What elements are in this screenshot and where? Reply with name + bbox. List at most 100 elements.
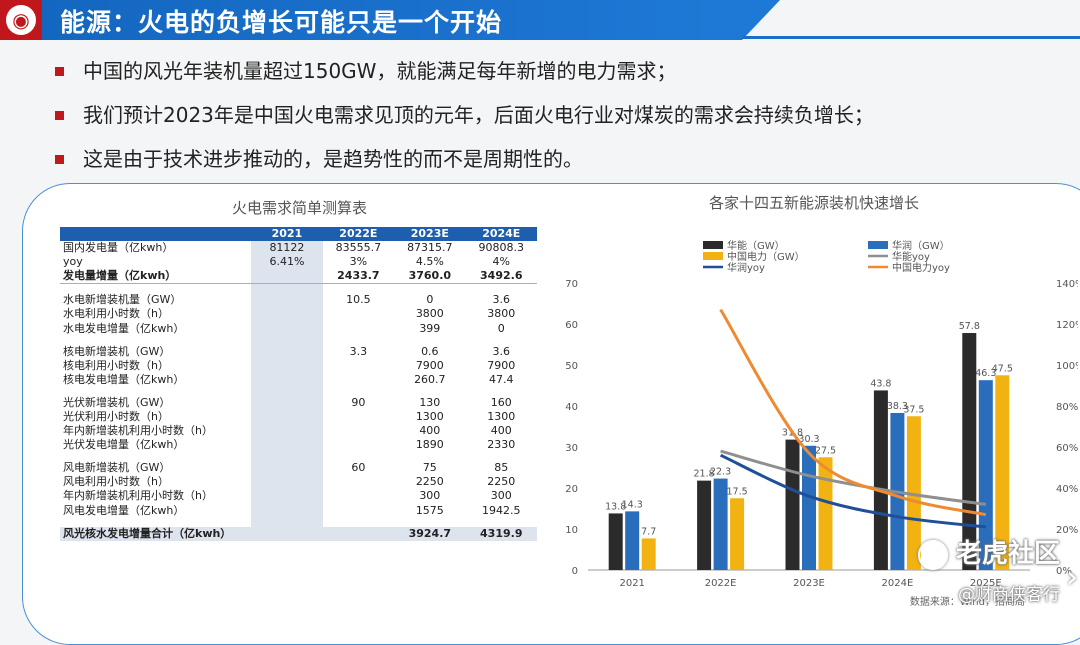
legend-label: 华能（GW） [727, 239, 785, 252]
bar-data-label: 27.5 [815, 445, 836, 456]
table-spacer [60, 283, 537, 294]
y-tick-label: 30 [565, 443, 578, 454]
table-cell: 3.3 [349, 344, 368, 358]
bar [818, 457, 833, 570]
table-cell: 水电发电增量（亿kwh） [63, 321, 185, 335]
table-cell [323, 438, 394, 452]
table-cell: 90808.3 [478, 241, 525, 255]
table-header-cell: 2024E [465, 227, 537, 241]
table-cell [323, 321, 394, 335]
table-spacer-cell [394, 336, 465, 345]
table-cell: 2250 [415, 475, 444, 489]
y2-tick-label: 140% [1056, 279, 1078, 290]
table-row: 核电新增装机（GW） 3.3 0.6 3.6 [60, 344, 537, 359]
table-cell [322, 526, 395, 541]
y2-tick-label: 60% [1056, 443, 1078, 454]
table-spacer-cell [60, 336, 251, 345]
table-header-cell: 2023E [394, 227, 466, 241]
y-tick-label: 50 [565, 361, 578, 372]
table-cell [323, 410, 394, 424]
table-row: 风电新增装机（GW） 60 75 85 [60, 461, 537, 476]
table-spacer-cell [466, 336, 537, 345]
bar-data-label: 17.5 [727, 486, 748, 497]
table-cell [251, 321, 323, 336]
table-spacer-cell [251, 283, 323, 294]
table-cell: 3.6 [492, 293, 511, 307]
table-cell: 260.7 [414, 372, 446, 386]
table-cell: 6.41% [251, 255, 323, 270]
y2-tick-label: 20% [1056, 525, 1078, 536]
table-cell: 10.5 [346, 293, 371, 307]
table-spacer [60, 452, 537, 462]
table-spacer-cell [60, 518, 251, 527]
table-spacer-cell [323, 387, 394, 396]
table-spacer-cell [466, 518, 537, 527]
estimate-table: 2021 2022E 2023E 2024E 国内发电量（亿kwh） 81122 83555… [60, 227, 537, 541]
bar [995, 375, 1010, 570]
table-spacer-cell [323, 284, 394, 294]
bar [730, 498, 745, 570]
table-header-cell: 2021 [251, 227, 323, 241]
y2-tick-label: 80% [1056, 402, 1078, 413]
table-cell: 核电利用小时数（h） [63, 358, 169, 372]
table-spacer-cell [323, 336, 394, 345]
bar-data-label: 37.5 [903, 404, 924, 415]
table-header-cell: 2022E [322, 227, 395, 241]
table-cell [323, 504, 394, 518]
table-header-row: 2021 2022E 2023E 2024E [60, 227, 537, 241]
table-spacer-cell [466, 284, 537, 294]
table-spacer-cell [466, 452, 537, 461]
table-cell: 87315.7 [407, 241, 453, 255]
bar-data-label: 57.8 [959, 321, 980, 332]
table-cell: 4319.9 [465, 526, 537, 541]
table-cell: 年内新增装机利用小时数（h） [63, 424, 213, 438]
y-tick-label: 20 [565, 484, 578, 495]
x-tick-label: 2022E [705, 578, 737, 589]
table-cell: 399 [419, 321, 441, 335]
table-cell: 300 [490, 489, 512, 503]
bullet-item: 这是由于技术进步推动的，是趋势性的而不是周期性的。 [55, 140, 874, 184]
table-cell: 发电量增量（亿kwh） [60, 269, 252, 285]
table-cell: 3.6 [492, 344, 511, 358]
y-tick-label: 70 [565, 279, 578, 290]
table-spacer [60, 386, 537, 396]
bar [625, 511, 640, 570]
bar-data-label: 21.8 [694, 469, 715, 480]
table-row: 水电发电增量（亿kwh） 399 0 [60, 321, 537, 336]
watermark-brand: 老虎社区 [917, 533, 1060, 570]
table-cell [323, 489, 394, 503]
chevron-right-icon[interactable]: › [1066, 560, 1078, 595]
bar [713, 478, 728, 570]
table-cell [251, 307, 323, 322]
y2-tick-label: 0% [1056, 566, 1072, 577]
table-spacer-cell [60, 452, 251, 461]
bar-data-label: 14.3 [622, 499, 643, 510]
table-cell: 130 [419, 395, 441, 409]
table-cell [323, 307, 394, 321]
table-cell [251, 503, 323, 518]
table-cell: 3492.6 [465, 269, 537, 285]
table-cell [251, 409, 323, 425]
table-cell [323, 373, 394, 387]
table-cell: 0 [497, 321, 505, 335]
table-cell: 核电发电增量（亿kwh） [63, 372, 185, 386]
x-tick-label: 2021 [619, 578, 644, 589]
table-cell [251, 395, 323, 410]
bar-data-label: 43.8 [870, 378, 891, 389]
table-cell [251, 358, 323, 373]
table-cell: 4.5% [415, 255, 444, 269]
table-row: 水电利用小时数（h） 3800 3800 [60, 307, 537, 322]
table-cell [251, 424, 323, 439]
y-tick-label: 0 [572, 566, 578, 577]
bar [802, 445, 816, 570]
table-cell: 47.4 [489, 372, 514, 386]
table-cell: 81122 [251, 241, 323, 256]
page-title: 能源：火电的负增长可能只是一个开始 [60, 8, 503, 37]
table-cell: 1300 [415, 409, 444, 423]
table-cell: 3760.0 [394, 269, 466, 285]
legend-swatch [868, 241, 888, 249]
bullet-text: 这是由于技术进步推动的，是趋势性的而不是周期性的。 [83, 147, 583, 171]
bar-data-label: 30.3 [798, 434, 819, 445]
table-cell: 7900 [487, 358, 516, 372]
bar [785, 439, 800, 570]
